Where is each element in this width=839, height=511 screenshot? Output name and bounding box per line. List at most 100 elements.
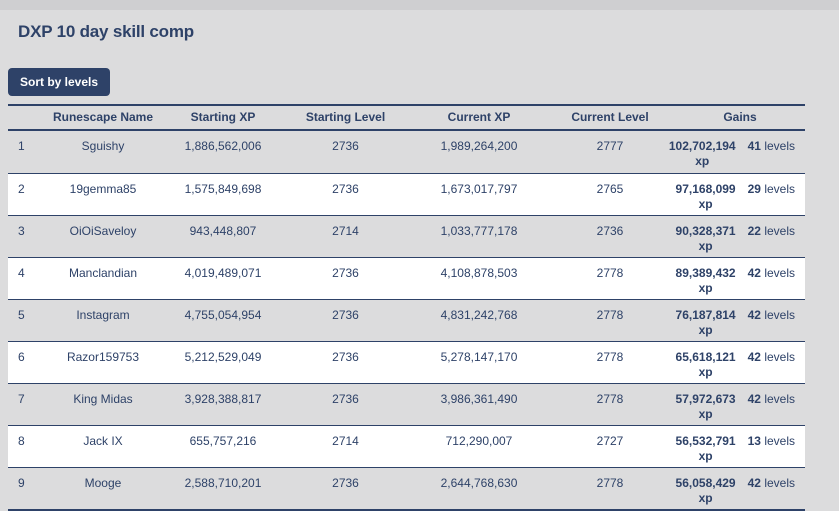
window-top-strip [0,0,839,10]
sort-by-levels-button[interactable]: Sort by levels [8,68,111,96]
levels-gain-value: 42 levels [747,392,795,406]
xp-gain-value: 90,328,371 xp [675,224,736,253]
gains-cell: 89,389,432 xp 42 levels [675,258,805,296]
rank-cell: 7 [18,392,25,406]
rank-cell: 4 [18,266,25,280]
col-header-starting-xp: Starting XP [190,110,256,124]
levels-gain-value: 42 levels [747,350,795,364]
rank-cell: 3 [18,224,25,238]
player-name-cell: Razor159753 [66,350,140,364]
col-header-starting-level: Starting Level [305,110,386,124]
rank-cell: 2 [18,182,25,196]
starting-level-cell: 2736 [332,139,359,153]
table-body: 1 Sguishy 1,886,562,006 2736 1,989,264,2… [8,131,805,509]
xp-gain-value: 97,168,099 xp [675,182,736,211]
gains-cell: 56,058,429 xp 42 levels [675,468,805,506]
table-row: 7 King Midas 3,928,388,817 2736 3,986,36… [8,383,805,425]
xp-gain-value: 56,532,791 xp [675,434,736,463]
starting-level-cell: 2736 [332,182,359,196]
starting-level-cell: 2736 [332,392,359,406]
table-row: 1 Sguishy 1,886,562,006 2736 1,989,264,2… [8,131,805,173]
current-xp-cell: 4,831,242,768 [440,308,518,322]
table-row: 9 Mooge 2,588,710,201 2736 2,644,768,630… [8,467,805,509]
current-xp-cell: 1,989,264,200 [440,139,518,153]
starting-level-cell: 2736 [332,308,359,322]
levels-gain-value: 41 levels [747,139,795,153]
xp-gain-value: 89,389,432 xp [675,266,736,295]
current-xp-cell: 1,033,777,178 [440,224,518,238]
current-level-cell: 2778 [596,476,624,490]
player-name-cell: Mooge [84,476,122,490]
table-row: 4 Manclandian 4,019,489,071 2736 4,108,8… [8,257,805,299]
rank-cell: 5 [18,308,25,322]
starting-xp-cell: 1,575,849,698 [184,182,262,196]
col-header-current-xp: Current XP [447,110,511,124]
starting-xp-cell: 4,019,489,071 [184,266,262,280]
page-container: DXP 10 day skill comp Sort by levels Run… [0,22,839,511]
levels-gain-value: 42 levels [747,308,795,322]
current-xp-cell: 1,673,017,797 [440,182,518,196]
current-level-cell: 2736 [596,224,624,238]
player-name-cell: 19gemma85 [69,182,137,196]
current-xp-cell: 4,108,878,503 [440,266,518,280]
rank-cell: 6 [18,350,25,364]
levels-gain-value: 29 levels [747,182,795,196]
starting-level-cell: 2736 [332,476,359,490]
starting-xp-cell: 2,588,710,201 [184,476,262,490]
starting-xp-cell: 3,928,388,817 [184,392,262,406]
xp-gain-value: 76,187,814 xp [675,308,736,337]
col-header-rank [8,106,38,129]
current-xp-cell: 2,644,768,630 [440,476,518,490]
gains-cell: 76,187,814 xp 42 levels [675,300,805,338]
current-level-cell: 2765 [596,182,624,196]
starting-xp-cell: 5,212,529,049 [184,350,262,364]
table-bottom-border [8,509,805,511]
col-header-gains: Gains [723,110,757,124]
xp-gain-value: 56,058,429 xp [675,476,736,505]
skill-comp-table: Runescape Name Starting XP Starting Leve… [8,104,805,509]
xp-gain-value: 65,618,121 xp [675,350,736,379]
gains-cell: 65,618,121 xp 42 levels [675,342,805,380]
levels-gain-value: 13 levels [747,434,795,448]
starting-xp-cell: 943,448,807 [189,224,257,238]
starting-level-cell: 2714 [332,224,359,238]
current-level-cell: 2778 [596,308,624,322]
levels-gain-value: 42 levels [747,476,795,490]
rank-cell: 8 [18,434,25,448]
player-name-cell: King Midas [73,392,133,406]
levels-gain-value: 22 levels [747,224,795,238]
table-row: 5 Instagram 4,755,054,954 2736 4,831,242… [8,299,805,341]
player-name-cell: Instagram [76,308,130,322]
table-row: 6 Razor159753 5,212,529,049 2736 5,278,1… [8,341,805,383]
current-level-cell: 2727 [596,434,624,448]
current-level-cell: 2778 [596,266,624,280]
current-level-cell: 2777 [596,139,624,153]
gains-cell: 90,328,371 xp 22 levels [675,216,805,254]
current-xp-cell: 5,278,147,170 [440,350,518,364]
starting-level-cell: 2736 [332,350,359,364]
current-xp-cell: 3,986,361,490 [440,392,518,406]
starting-level-cell: 2714 [332,434,359,448]
xp-gain-value: 102,702,194 xp [668,139,736,168]
xp-gain-value: 57,972,673 xp [675,392,736,421]
player-name-cell: Jack IX [83,434,123,448]
rank-cell: 1 [18,139,25,153]
gains-cell: 57,972,673 xp 42 levels [675,384,805,422]
current-xp-cell: 712,290,007 [445,434,513,448]
player-name-cell: Manclandian [68,266,138,280]
table-row: 3 OiOiSaveloy 943,448,807 2714 1,033,777… [8,215,805,257]
rank-cell: 9 [18,476,25,490]
table-header-row: Runescape Name Starting XP Starting Leve… [8,104,805,131]
starting-xp-cell: 655,757,216 [189,434,257,448]
player-name-cell: Sguishy [81,139,125,153]
table-row: 2 19gemma85 1,575,849,698 2736 1,673,017… [8,173,805,215]
table-row: 8 Jack IX 655,757,216 2714 712,290,007 2… [8,425,805,467]
starting-level-cell: 2736 [332,266,359,280]
starting-xp-cell: 1,886,562,006 [184,139,262,153]
col-header-runescape-name: Runescape Name [52,110,154,124]
gains-cell: 102,702,194 xp 41 levels [669,131,805,169]
page-title: DXP 10 day skill comp [18,22,194,41]
player-name-cell: OiOiSaveloy [69,224,137,238]
levels-gain-value: 42 levels [747,266,795,280]
current-level-cell: 2778 [596,350,624,364]
